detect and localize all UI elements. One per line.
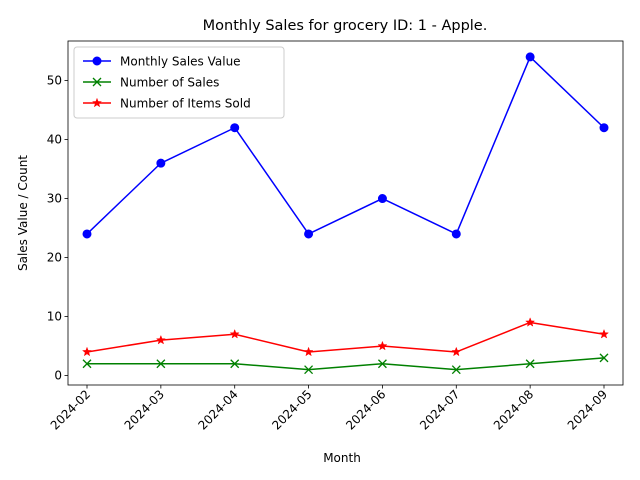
series-0-point-0 bbox=[82, 229, 92, 239]
series-2-point-7 bbox=[598, 328, 610, 339]
y-tick-label-4: 40 bbox=[47, 133, 62, 147]
legend-marker-0 bbox=[92, 56, 102, 66]
series-layer bbox=[81, 52, 610, 375]
series-1-point-2-stroke-b bbox=[230, 359, 240, 369]
series-1-line bbox=[87, 357, 605, 371]
series-1-point-0-stroke-b bbox=[82, 359, 92, 369]
series-1-point-1 bbox=[156, 359, 166, 369]
series-1-point-2 bbox=[230, 359, 240, 369]
x-tick-label-5: 2024-07 bbox=[417, 387, 462, 432]
series-0-line bbox=[86, 56, 605, 235]
y-tick-label-5: 50 bbox=[47, 74, 62, 88]
legend-entry-0: Monthly Sales Value bbox=[83, 55, 241, 69]
x-tick-label-7: 2024-09 bbox=[565, 387, 610, 432]
series-1-point-4 bbox=[377, 359, 387, 369]
series-1 bbox=[82, 353, 609, 375]
legend-entry-1: Number of Sales bbox=[83, 76, 219, 90]
x-axis-label: Month bbox=[323, 451, 361, 465]
series-0-point-3 bbox=[304, 229, 314, 239]
x-tick-label-1: 2024-03 bbox=[122, 387, 167, 432]
legend-entry-2: Number of Items Sold bbox=[83, 97, 251, 111]
series-0-point-1 bbox=[156, 158, 166, 168]
series-2-point-5 bbox=[451, 346, 462, 357]
series-1-point-0 bbox=[82, 359, 92, 369]
series-2-point-1 bbox=[155, 334, 166, 345]
series-0-point-5 bbox=[451, 229, 461, 239]
series-1-point-5-stroke-b bbox=[451, 365, 461, 375]
y-tick-label-0: 0 bbox=[54, 369, 62, 383]
legend-marker-1 bbox=[92, 77, 102, 87]
series-1-point-4-stroke-b bbox=[377, 359, 387, 369]
series-1-point-7-stroke-b bbox=[599, 353, 609, 363]
legend: Monthly Sales Value Number of Sales Number… bbox=[73, 46, 285, 119]
legend-marker-1-stroke-b bbox=[92, 77, 102, 87]
series-0-point-6 bbox=[525, 52, 535, 62]
series-1-point-5 bbox=[451, 365, 461, 375]
series-1-point-1-stroke-b bbox=[156, 359, 166, 369]
series-0-point-7 bbox=[599, 123, 609, 133]
x-tick-label-6: 2024-08 bbox=[491, 387, 536, 432]
plot-frame bbox=[67, 40, 624, 386]
legend-label-2: Number of Items Sold bbox=[120, 97, 251, 111]
x-tick-label-3: 2024-05 bbox=[269, 387, 314, 432]
series-1-point-3 bbox=[304, 365, 314, 375]
legend-box bbox=[73, 46, 285, 119]
series-2-line bbox=[86, 321, 605, 353]
series-0-point-2 bbox=[230, 123, 240, 133]
x-tick-label-4: 2024-06 bbox=[343, 387, 388, 432]
series-1-point-6-stroke-b bbox=[525, 359, 535, 369]
series-2-point-2 bbox=[229, 328, 240, 339]
y-tick-label-3: 30 bbox=[47, 192, 62, 206]
series-1-point-6 bbox=[525, 359, 535, 369]
series-0-point-4 bbox=[377, 194, 387, 204]
legend-label-1: Number of Sales bbox=[120, 76, 219, 90]
x-tick-label-2: 2024-04 bbox=[195, 387, 240, 432]
series-0 bbox=[82, 52, 609, 239]
y-tick-label-1: 10 bbox=[47, 310, 62, 324]
y-tick-label-2: 20 bbox=[47, 251, 62, 265]
y-axis-label: Sales Value / Count bbox=[16, 155, 30, 271]
legend-marker-2 bbox=[91, 97, 103, 108]
series-2-point-3 bbox=[303, 346, 314, 357]
series-2-point-6 bbox=[525, 317, 536, 327]
series-2-point-4 bbox=[377, 340, 388, 351]
series-1-point-7 bbox=[599, 353, 609, 363]
series-2-point-0 bbox=[81, 346, 93, 357]
chart-title: Monthly Sales for grocery ID: 1 - Apple. bbox=[203, 18, 488, 34]
legend-label-0: Monthly Sales Value bbox=[120, 55, 241, 69]
series-1-point-3-stroke-b bbox=[304, 365, 314, 375]
series-2 bbox=[81, 317, 610, 357]
x-tick-label-0: 2024-02 bbox=[48, 387, 93, 432]
